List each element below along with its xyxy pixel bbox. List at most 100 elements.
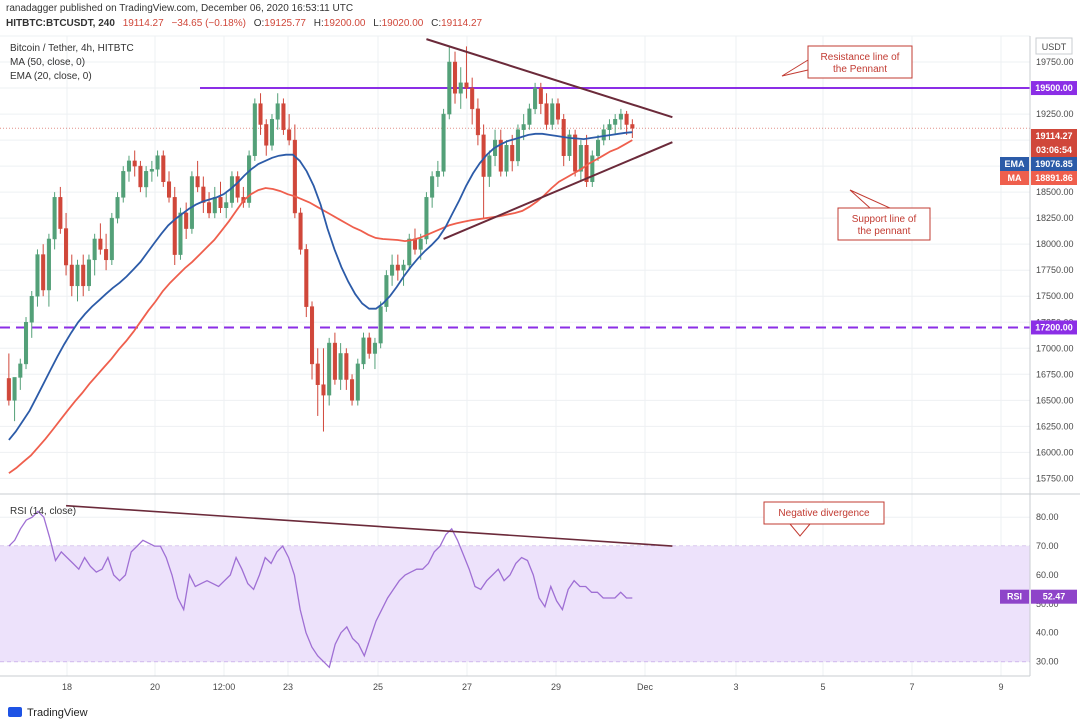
resistance-callout-pointer xyxy=(781,59,809,77)
candle-body xyxy=(470,87,475,110)
rsi-axis[interactable]: 80.00 70.00 60.00 50.00 40.00 30.00 xyxy=(1036,512,1059,666)
candle-body xyxy=(498,139,503,172)
candle-body xyxy=(115,197,120,219)
candle-body xyxy=(104,249,109,261)
time-tick-label: 18 xyxy=(62,682,72,692)
time-tick-label: 25 xyxy=(373,682,383,692)
candle-body xyxy=(6,378,11,401)
support-callout-box xyxy=(837,207,931,241)
candle-body xyxy=(435,171,440,177)
candle-body xyxy=(412,238,418,250)
legend-rsi[interactable]: RSI (14, close) xyxy=(10,506,76,517)
candle-body xyxy=(407,238,412,266)
price-tick-label: 19250.00 xyxy=(1036,109,1074,119)
horizontal-levels xyxy=(0,87,1030,329)
resistance-callout-text: Resistance line of xyxy=(821,52,900,63)
tradingview-logo[interactable]: TradingView xyxy=(8,707,88,719)
low-label: L: xyxy=(373,18,381,29)
candle-body xyxy=(201,186,206,203)
ema-value-badge-bg xyxy=(1031,157,1077,171)
price-tick-label: 16500.00 xyxy=(1036,395,1074,405)
ma-tag-bg xyxy=(1000,171,1029,185)
rsi-band xyxy=(0,546,1030,662)
candle-body xyxy=(504,145,509,172)
candle-body xyxy=(424,197,429,240)
candle-body xyxy=(121,171,126,198)
candle-body xyxy=(86,259,91,287)
candle-body xyxy=(35,254,40,297)
candle-body xyxy=(378,306,383,344)
candle-body xyxy=(452,61,458,94)
level-high-badge: 19500.00 xyxy=(1035,83,1073,93)
rsi-divergence-line xyxy=(66,504,673,547)
candle-body xyxy=(298,212,303,250)
candle-body xyxy=(275,103,280,120)
candle-body xyxy=(447,61,452,115)
candle-body xyxy=(138,165,143,188)
time-tick-label: 9 xyxy=(998,682,1003,692)
candle-body xyxy=(218,197,223,209)
candle-body xyxy=(618,113,623,120)
support-callout-text: Support line of xyxy=(852,214,917,225)
candle-body xyxy=(46,238,51,291)
legend-ma[interactable]: MA (50, close, 0) xyxy=(10,57,85,68)
candles xyxy=(6,46,635,432)
ema-line xyxy=(8,131,633,441)
countdown-badge: 03:06:54 xyxy=(1036,145,1072,155)
time-axis[interactable]: 18 20 12:00 23 25 27 29 Dec 3 5 7 9 xyxy=(62,682,1004,692)
candle-body xyxy=(126,160,132,172)
candle-body xyxy=(264,124,269,146)
candle-body xyxy=(590,155,595,182)
candle-body xyxy=(555,103,561,120)
ema-tag: EMA xyxy=(1005,159,1026,169)
rsi-tick-label: 60.00 xyxy=(1036,570,1059,580)
candle-body xyxy=(350,379,355,401)
price-tick-label: 19750.00 xyxy=(1036,57,1074,67)
candle-body xyxy=(361,337,366,365)
legend-ema[interactable]: EMA (20, close, 0) xyxy=(10,71,92,82)
support-callout-text: the pennant xyxy=(858,226,911,237)
candle-body xyxy=(23,322,29,365)
trendlines xyxy=(426,38,673,240)
candle-body xyxy=(607,124,612,130)
candle-body xyxy=(613,119,618,125)
candle-body xyxy=(595,139,601,156)
price-tick-label: 16000.00 xyxy=(1036,447,1074,457)
last-price: 19114.27 xyxy=(123,18,164,29)
level-low-badge-bg xyxy=(1031,320,1077,335)
candle-body xyxy=(81,264,86,287)
candle-body xyxy=(550,103,555,125)
candle-body xyxy=(149,168,154,172)
last-price-badge: 19114.27 xyxy=(1035,131,1072,141)
price-tick-label: 15750.00 xyxy=(1036,473,1074,483)
time-tick-label: 12:00 xyxy=(213,682,236,692)
high-value: 19200.00 xyxy=(324,18,366,29)
price-tick-label: 18000.00 xyxy=(1036,239,1074,249)
candle-body xyxy=(18,363,23,378)
candle-body xyxy=(344,353,349,380)
support-trendline xyxy=(443,141,673,240)
time-tick-label: 3 xyxy=(733,682,738,692)
candle-body xyxy=(395,264,400,271)
candle-body xyxy=(464,82,469,89)
candle-body xyxy=(624,113,629,125)
candle-body xyxy=(207,202,212,214)
rsi-tag: RSI xyxy=(1007,592,1022,602)
ma-line xyxy=(8,139,633,474)
candle-body xyxy=(327,342,332,396)
candle-body xyxy=(224,202,229,209)
candle-body xyxy=(132,160,137,167)
low-value: 19020.00 xyxy=(382,18,424,29)
open-label: O: xyxy=(254,18,265,29)
unit-box xyxy=(1035,37,1073,55)
candle-body xyxy=(321,384,326,396)
candle-body xyxy=(172,197,177,255)
high-label: H: xyxy=(314,18,324,29)
candle-body xyxy=(567,134,572,156)
candle-body xyxy=(92,238,97,261)
candle-body xyxy=(75,264,80,287)
publisher-text[interactable]: ranadagger published on TradingView.com,… xyxy=(6,3,353,14)
candle-body xyxy=(258,103,263,125)
